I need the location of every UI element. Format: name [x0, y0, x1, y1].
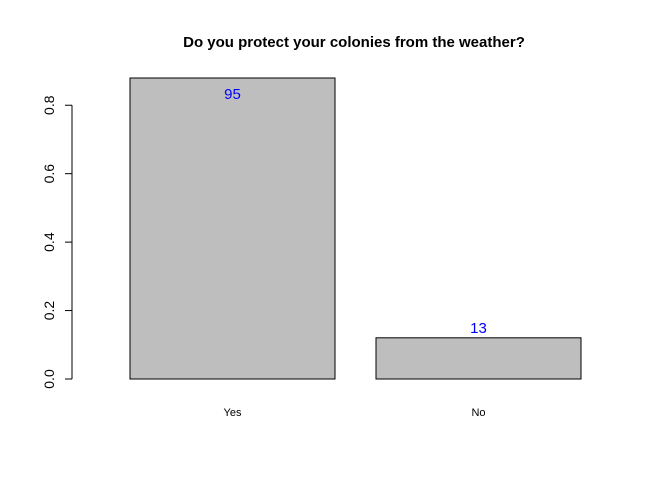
- data-label: 13: [470, 320, 487, 337]
- y-tick-label: 0.0: [41, 369, 57, 389]
- y-axis: 0.0 0.2 0.4 0.6 0.8: [41, 95, 73, 389]
- category-label: No: [471, 407, 485, 419]
- category-label: Yes: [224, 407, 242, 419]
- y-tick-label: 0.6: [41, 164, 57, 184]
- bars-group: [129, 77, 582, 380]
- data-labels-group: 95 13: [224, 86, 487, 337]
- data-label: 95: [224, 86, 241, 103]
- bar-no: [375, 337, 582, 380]
- y-tick-label: 0.8: [41, 95, 57, 115]
- y-tick-label: 0.2: [41, 301, 57, 321]
- bar-yes: [129, 77, 336, 380]
- category-labels-group: Yes No: [224, 407, 486, 419]
- chart-title: Do you protect your colonies from the we…: [183, 34, 525, 51]
- y-tick-label: 0.4: [41, 232, 57, 252]
